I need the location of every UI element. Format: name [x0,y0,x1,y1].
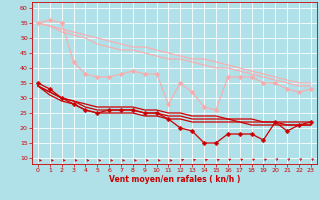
X-axis label: Vent moyen/en rafales ( kn/h ): Vent moyen/en rafales ( kn/h ) [109,175,240,184]
